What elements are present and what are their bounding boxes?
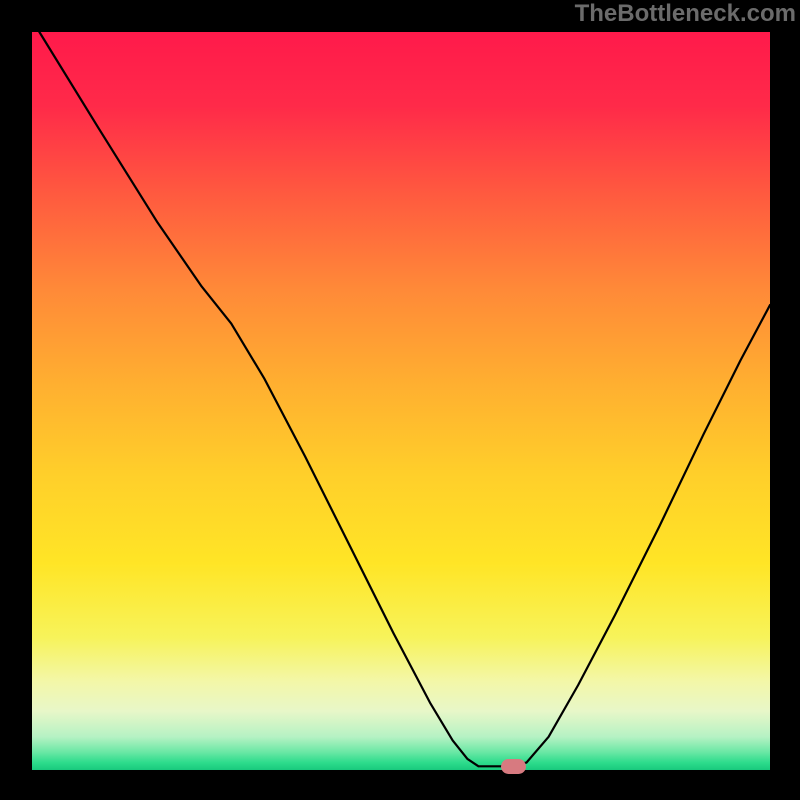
line-overlay [32, 32, 770, 770]
optimum-marker [501, 759, 526, 774]
plot-area [32, 32, 770, 770]
chart-frame: TheBottleneck.com [0, 0, 800, 800]
watermark-text: TheBottleneck.com [575, 0, 796, 28]
bottleneck-curve [39, 32, 770, 766]
